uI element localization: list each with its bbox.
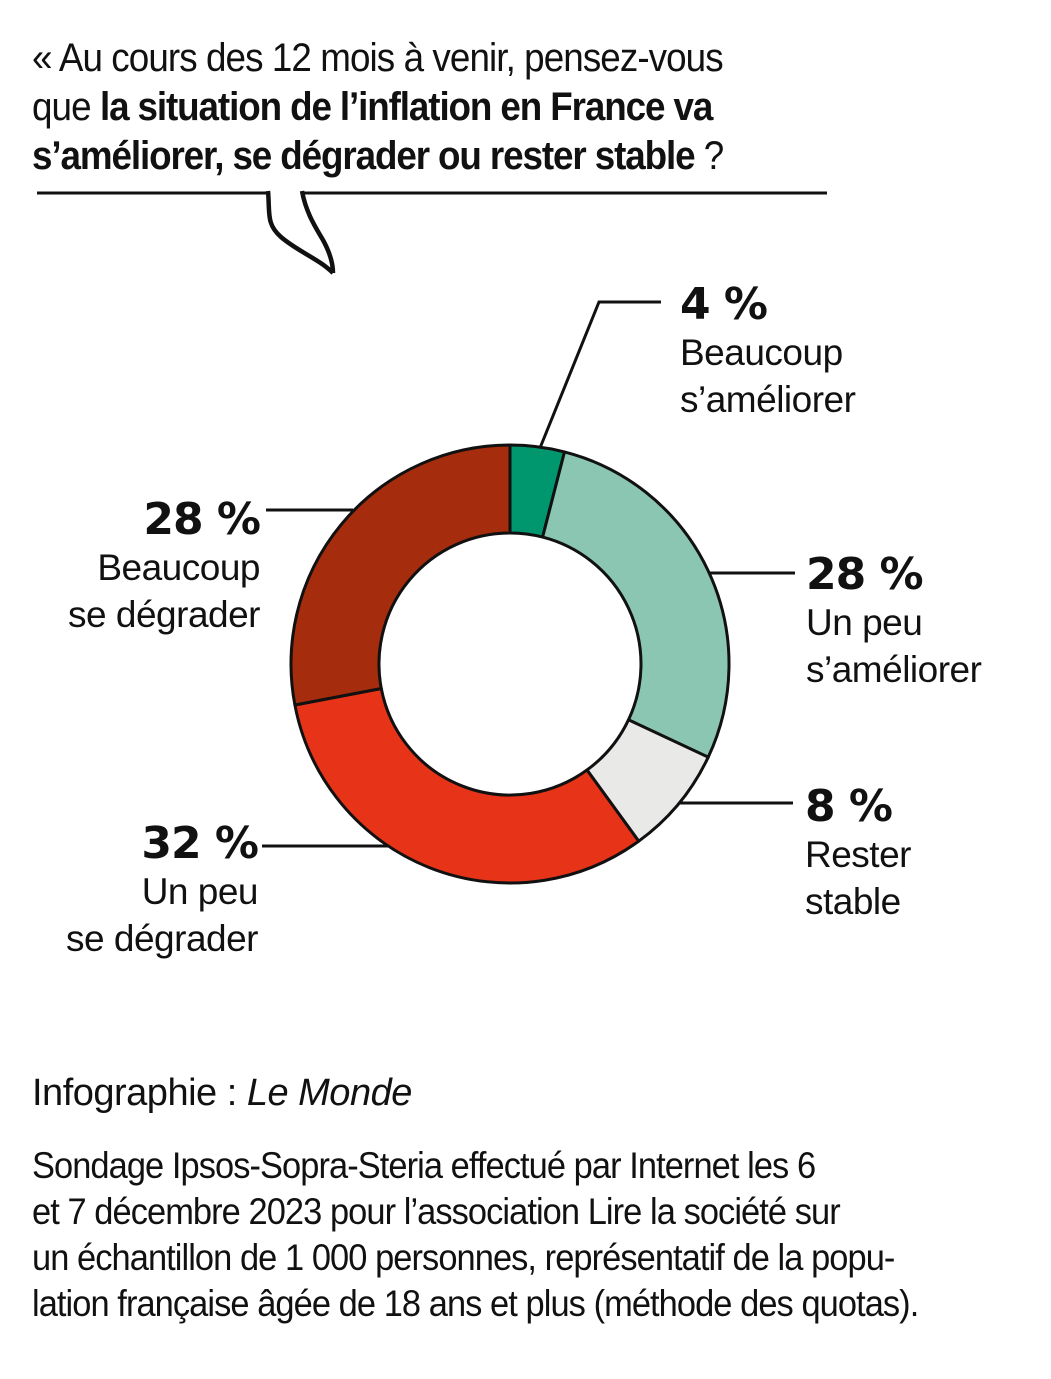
callout-improve-much-value: 4 % — [680, 279, 768, 330]
methodology-paragraph: Sondage Ipsos-Sopra-Steria effectué par … — [32, 1143, 919, 1327]
callout-degrade-much-label-2: se dégrader — [68, 594, 260, 635]
question-line-3-bold: s’améliorer, se dégrader ou rester stabl… — [32, 134, 696, 178]
question-line-3: s’améliorer, se dégrader ou rester stabl… — [32, 132, 724, 181]
callout-degrade-much: 28 % Beaucoup se dégrader — [68, 494, 261, 638]
question-line-1-text: « Au cours des 12 mois à venir, pensez-v… — [32, 36, 724, 80]
callout-degrade-little-label-1: Un peu — [141, 871, 259, 912]
callout-degrade-little: 32 % Un peu se dégrader — [66, 818, 259, 962]
callout-improve-much: 4 % Beaucoup s’améliorer — [680, 279, 856, 423]
callout-stable-label-1: Rester — [805, 834, 911, 875]
donut-slice-2 — [541, 450, 731, 759]
methodology-line-1: Sondage Ipsos-Sopra-Steria effectué par … — [32, 1145, 816, 1186]
methodology-line-4: lation française âgée de 18 ans et plus … — [32, 1283, 919, 1324]
question-line-3-suffix: ? — [694, 134, 724, 178]
callout-degrade-little-label-2: se dégrader — [66, 918, 258, 959]
callout-improve-little: 28 % Un peu s’améliorer — [806, 549, 982, 693]
callout-improve-little-value: 28 % — [806, 549, 924, 600]
bubble-tail-right-stroke — [299, 190, 336, 274]
question-line-1: « Au cours des 12 mois à venir, pensez-v… — [32, 34, 724, 83]
callout-degrade-much-value: 28 % — [143, 494, 261, 545]
methodology-line-3: un échantillon de 1 000 personnes, repré… — [32, 1237, 895, 1278]
donut-slice-4 — [293, 687, 641, 885]
credit-source: Le Monde — [246, 1072, 413, 1114]
question-line-2-prefix: que — [32, 85, 100, 129]
callout-degrade-little-value: 32 % — [141, 818, 259, 869]
question-line-2-bold: la situation de l’inflation en France va — [99, 85, 713, 129]
question-title: « Au cours des 12 mois à venir, pensez-v… — [32, 34, 724, 181]
speech-bubble-pointer — [37, 190, 827, 275]
callout-improve-much-label-2: s’améliorer — [680, 379, 856, 420]
callout-stable: 8 % Rester stable — [805, 783, 911, 925]
callout-stable-label-2: stable — [805, 881, 901, 922]
credit-prefix: Infographie : — [32, 1072, 247, 1114]
donut-slice-5 — [289, 443, 512, 707]
callout-degrade-much-label-1: Beaucoup — [97, 547, 260, 588]
methodology-line-2: et 7 décembre 2023 pour l’association Li… — [32, 1191, 841, 1232]
callout-improve-much-label-1: Beaucoup — [680, 332, 843, 373]
callout-improve-little-label-1: Un peu — [806, 602, 923, 643]
callout-stable-value: 8 % — [805, 781, 893, 832]
question-line-2: que la situation de l’inflation en Franc… — [32, 83, 723, 132]
credit-line: Infographie : Le Monde — [32, 1072, 412, 1115]
bubble-tail-left-stroke — [265, 190, 335, 275]
leader-line-improve-much — [538, 300, 661, 449]
leader-lines — [262, 300, 795, 848]
callout-improve-little-label-2: s’améliorer — [806, 649, 982, 690]
donut-chart — [289, 443, 731, 885]
